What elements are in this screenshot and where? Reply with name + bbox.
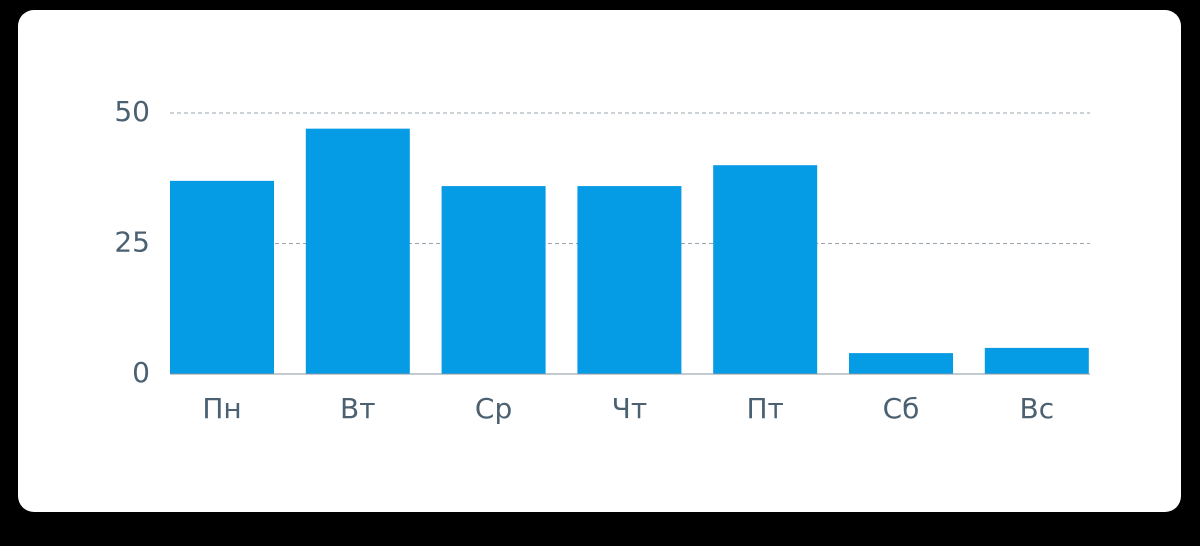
- y-tick-label: 50: [114, 95, 150, 128]
- bar: [441, 186, 546, 374]
- bar: [305, 128, 410, 374]
- x-tick-label: Пн: [202, 392, 241, 425]
- y-tick-label: 25: [114, 226, 150, 259]
- x-tick-label: Чт: [612, 392, 648, 425]
- bar: [849, 353, 953, 374]
- x-tick-label: Вт: [340, 392, 376, 425]
- bar: [170, 180, 274, 374]
- bar: [984, 347, 1089, 374]
- x-tick-label: Вс: [1019, 392, 1054, 425]
- bar: [713, 165, 818, 374]
- x-tick-label: Ср: [475, 392, 512, 425]
- x-tick-label: Сб: [883, 392, 920, 425]
- bar: [577, 186, 682, 374]
- y-tick-label: 0: [132, 356, 150, 389]
- x-tick-label: Пт: [747, 392, 784, 425]
